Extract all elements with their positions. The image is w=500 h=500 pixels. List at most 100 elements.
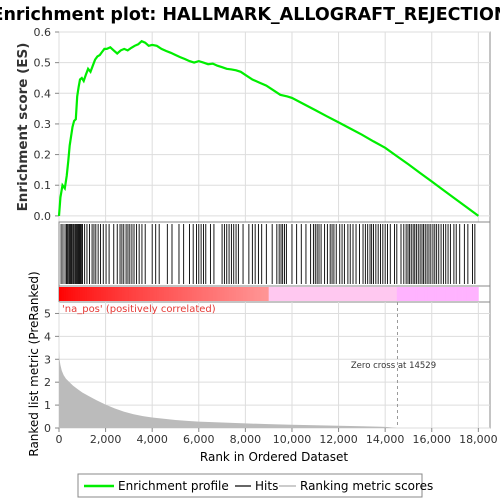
heatmap-cell bbox=[317, 287, 321, 301]
heatmap-cell bbox=[187, 287, 190, 301]
heatmap-cell bbox=[93, 287, 97, 301]
heatmap-cell bbox=[135, 287, 139, 301]
heatmap-cells bbox=[59, 287, 479, 301]
heatmap-cell bbox=[287, 287, 291, 301]
heatmap-cell bbox=[371, 287, 374, 301]
heatmap-cell bbox=[65, 287, 69, 301]
heatmap-cell bbox=[175, 287, 179, 301]
x-axis-ticks: 0 2,000 4,000 6,000 8,000 10,000 12,000 14,000 1… bbox=[56, 428, 498, 446]
metric-y-ticks: 0 1 2 3 4 5 bbox=[44, 307, 59, 435]
x-tick-label: 0 bbox=[56, 433, 63, 446]
heatmap-cell bbox=[82, 287, 86, 301]
heatmap-cell bbox=[147, 287, 151, 301]
heatmap-cell bbox=[154, 287, 158, 301]
heatmap-cell bbox=[375, 287, 379, 301]
heatmap-cell bbox=[121, 287, 125, 301]
bottom-panel-frame bbox=[58, 301, 491, 429]
es-y-tick-label: 0.1 bbox=[34, 179, 52, 192]
heatmap-cell bbox=[238, 287, 242, 301]
ranking-metric-area bbox=[59, 350, 479, 428]
heatmap-cell bbox=[243, 287, 246, 301]
x-tick-label: 16,000 bbox=[413, 433, 452, 446]
heatmap-cell bbox=[222, 287, 225, 301]
heatmap-cell bbox=[173, 287, 176, 301]
heatmap-cell bbox=[89, 287, 93, 301]
heatmap-cell bbox=[354, 287, 358, 301]
heatmap-cell bbox=[107, 287, 111, 301]
heatmap-cell bbox=[212, 287, 216, 301]
heatmap-cell bbox=[140, 287, 144, 301]
heatmap-cell bbox=[257, 287, 260, 301]
chart-legend: Enrichment profile Hits Ranking metric s… bbox=[77, 473, 433, 498]
heatmap-cell bbox=[124, 287, 127, 301]
positive-correlation-label: 'na_pos' (positively correlated) bbox=[62, 304, 216, 315]
heatmap-cell bbox=[443, 287, 447, 301]
heatmap-cell bbox=[352, 287, 356, 301]
heatmap-cell bbox=[315, 287, 318, 301]
heatmap-cell bbox=[457, 287, 461, 301]
heatmap-cell bbox=[396, 287, 400, 301]
heatmap-cell bbox=[310, 287, 314, 301]
heatmap-cell bbox=[284, 287, 288, 301]
heatmap-cell bbox=[364, 287, 367, 301]
heatmap-cell bbox=[275, 287, 279, 301]
heatmap-cell bbox=[322, 287, 325, 301]
heatmap-cell bbox=[429, 287, 433, 301]
heatmap-cell bbox=[417, 287, 421, 301]
heatmap-cell bbox=[436, 287, 440, 301]
heatmap-cell bbox=[194, 287, 197, 301]
heatmap-cell bbox=[205, 287, 209, 301]
heatmap-cell bbox=[231, 287, 235, 301]
heatmap-cell bbox=[319, 287, 323, 301]
heatmap-cell bbox=[264, 287, 267, 301]
heatmap-cell bbox=[119, 287, 123, 301]
x-tick-label: 4,000 bbox=[136, 433, 168, 446]
x-axis-title: Rank in Ordered Dataset bbox=[200, 450, 348, 464]
heatmap-cell bbox=[301, 287, 305, 301]
heatmap-cell bbox=[233, 287, 237, 301]
heatmap-cell bbox=[476, 287, 479, 301]
heatmap-cell bbox=[98, 287, 102, 301]
heatmap-cell bbox=[126, 287, 130, 301]
heatmap-cell bbox=[208, 287, 211, 301]
heatmap-cell bbox=[441, 287, 444, 301]
heatmap-cell bbox=[366, 287, 370, 301]
heatmap-cell bbox=[394, 287, 398, 301]
heatmap-cell bbox=[336, 287, 339, 301]
heatmap-cell bbox=[466, 287, 470, 301]
metric-y-axis-title: Ranked list metric (PreRanked) bbox=[27, 271, 41, 456]
heatmap-cell bbox=[163, 287, 167, 301]
heatmap-cell bbox=[79, 287, 83, 301]
heatmap-cell bbox=[266, 287, 270, 301]
heatmap-cell bbox=[177, 287, 181, 301]
metric-y-tick-label: 0 bbox=[44, 422, 51, 435]
heatmap-cell bbox=[434, 287, 437, 301]
heatmap-cell bbox=[338, 287, 342, 301]
heatmap-cell bbox=[296, 287, 300, 301]
heatmap-cell bbox=[105, 287, 109, 301]
heatmap-cell bbox=[347, 287, 351, 301]
heatmap-cell bbox=[406, 287, 409, 301]
heatmap-cell bbox=[422, 287, 426, 301]
es-y-axis-title: Enrichment score (ES) bbox=[15, 43, 31, 212]
legend-label-hits: Hits bbox=[255, 479, 278, 493]
heatmap-cell bbox=[75, 287, 79, 301]
heatmap-cell bbox=[459, 287, 463, 301]
heatmap-cell bbox=[254, 287, 258, 301]
heatmap-cell bbox=[403, 287, 407, 301]
heatmap-cell bbox=[273, 287, 277, 301]
heatmap-cell bbox=[361, 287, 365, 301]
top-panel-grid bbox=[58, 31, 490, 222]
heatmap-cell bbox=[333, 287, 337, 301]
heatmap-cell bbox=[114, 287, 118, 301]
metric-y-tick-label: 1 bbox=[44, 399, 51, 412]
heatmap-cell bbox=[385, 287, 388, 301]
heatmap-cell bbox=[282, 287, 286, 301]
chart-title: Enrichment plot: HALLMARK_ALLOGRAFT_REJE… bbox=[0, 5, 500, 25]
heatmap-cell bbox=[72, 287, 76, 301]
heatmap-cell bbox=[201, 287, 204, 301]
heatmap-cell bbox=[389, 287, 393, 301]
heatmap-cell bbox=[166, 287, 169, 301]
heatmap-cell bbox=[70, 287, 74, 301]
